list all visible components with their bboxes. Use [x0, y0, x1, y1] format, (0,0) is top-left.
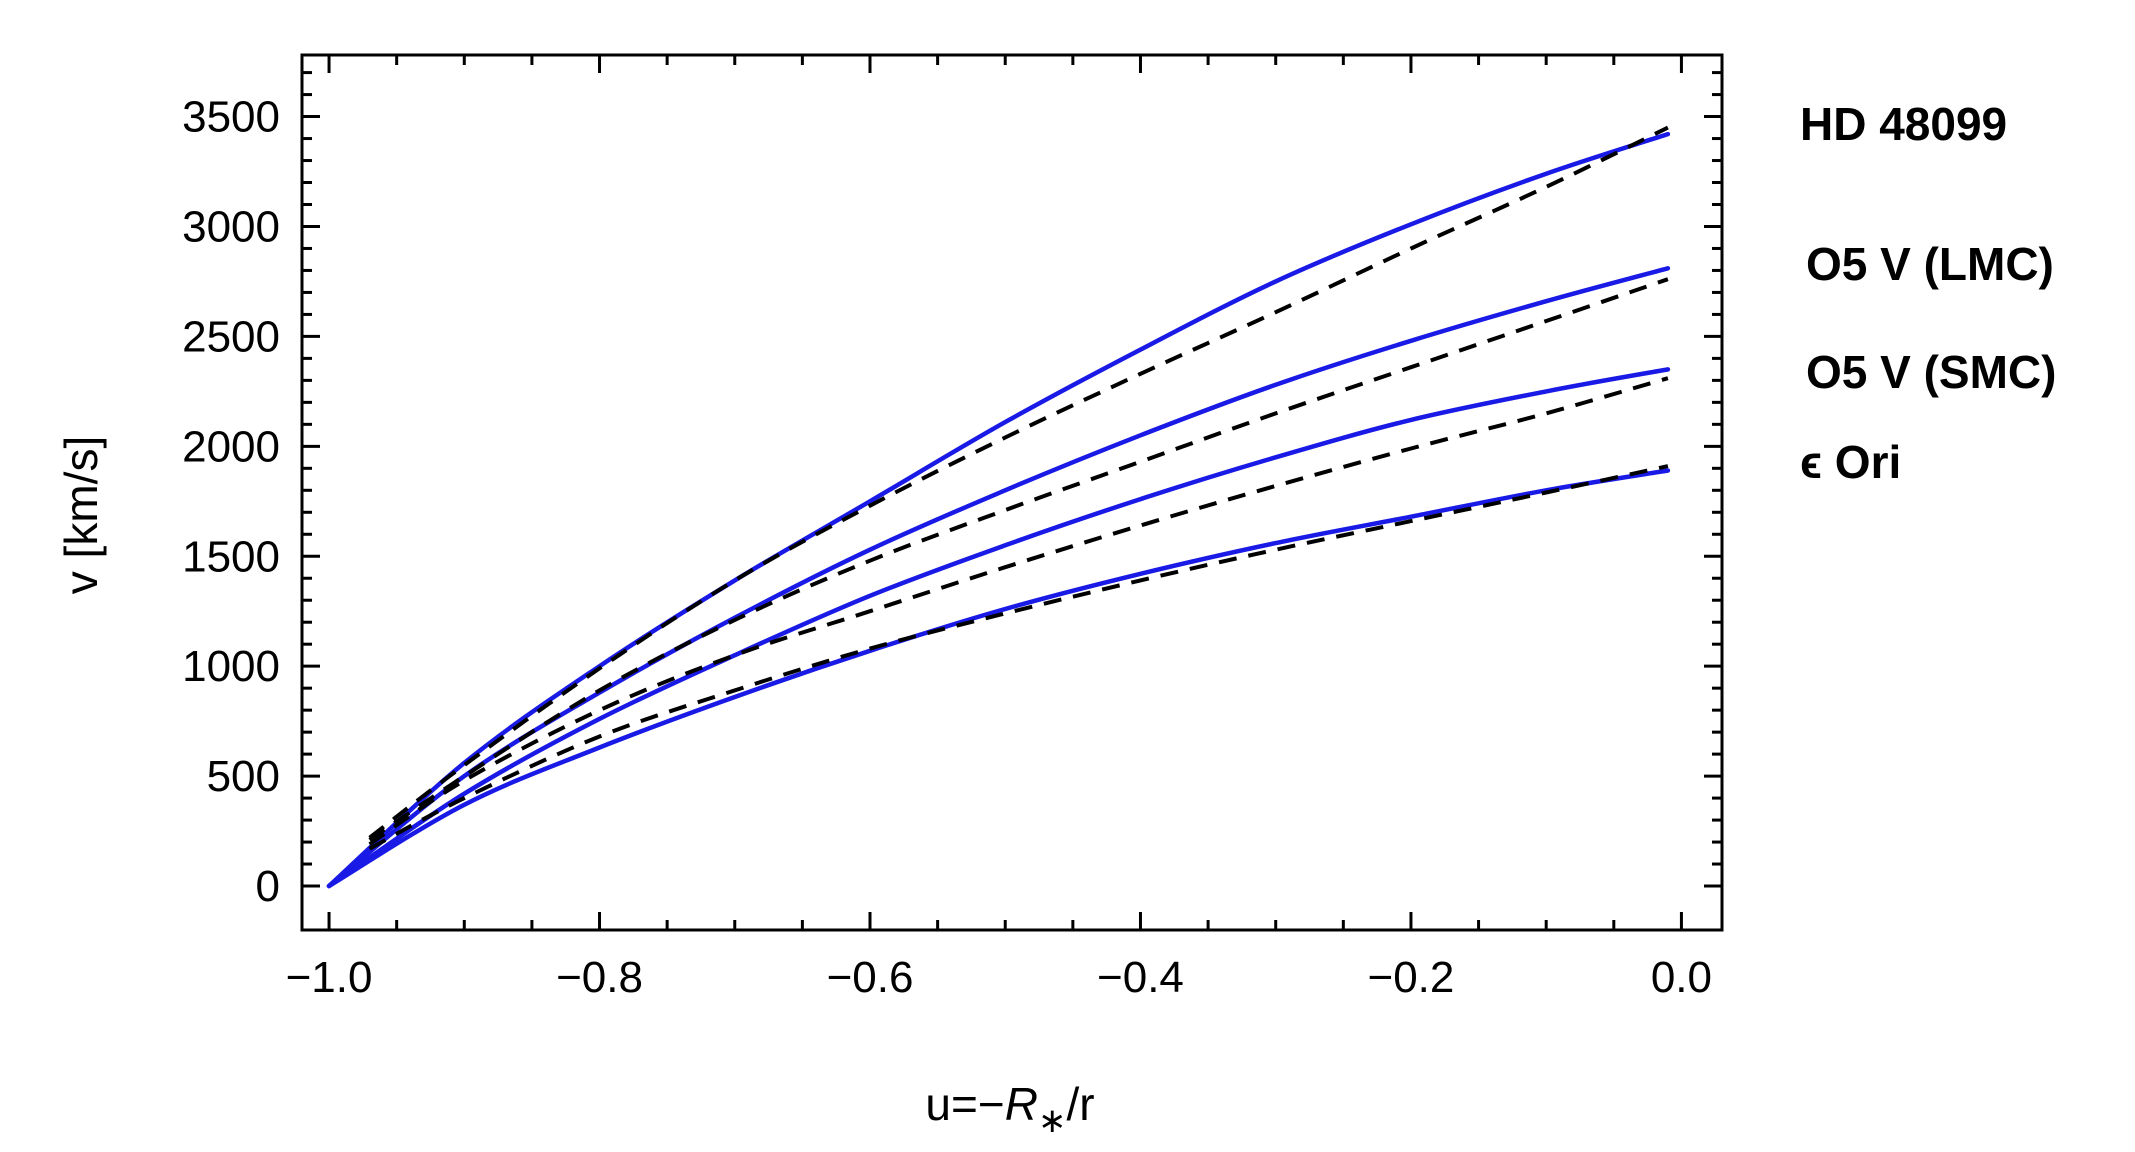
y-tick-label: 0: [256, 862, 280, 911]
x-tick-label: −1.0: [286, 953, 373, 1002]
x-tick-label: 0.0: [1651, 953, 1712, 1002]
y-tick-label: 2000: [182, 422, 280, 471]
y-tick-label: 3500: [182, 93, 280, 142]
series-2-solid-line: [326, 266, 1671, 889]
y-tick-label: 500: [207, 752, 280, 801]
series-4-dashed-line: [368, 464, 1669, 851]
series-4-solid-line: [326, 468, 1671, 889]
x-axis-ticks: [327, 55, 1683, 930]
y-tick-label: 3000: [182, 202, 280, 251]
y-axis-title: v [km/s]: [55, 436, 107, 594]
series-2-label: O5 V (LMC): [1806, 238, 2054, 290]
series-4-label: ϵ Ori: [1800, 436, 1901, 488]
y-tick-label: 1500: [182, 532, 280, 581]
x-axis-title: u=−R∗/r: [925, 1078, 1094, 1140]
series-2-dashed-line: [368, 277, 1669, 842]
series-3-dashed-line: [368, 376, 1669, 846]
series-1-dashed-line: [368, 125, 1669, 840]
x-tick-label: −0.8: [556, 953, 643, 1002]
series-labels: HD 48099 O5 V (LMC) O5 V (SMC) ϵ Ori: [1800, 98, 2056, 488]
plot-lines: [326, 125, 1671, 889]
series-1-solid-line: [326, 131, 1671, 889]
series-3-label: O5 V (SMC): [1806, 346, 2056, 398]
x-tick-label: −0.4: [1097, 953, 1184, 1002]
series-3-solid-line: [326, 367, 1671, 889]
y-axis-ticks: [302, 71, 1722, 888]
x-axis-tick-labels: −1.0 −0.8 −0.6 −0.4 −0.2 0.0: [286, 953, 1712, 1002]
x-tick-label: −0.2: [1368, 953, 1455, 1002]
y-tick-label: 1000: [182, 642, 280, 691]
series-1-label: HD 48099: [1800, 98, 2007, 150]
y-axis-tick-labels: 0 500 1000 1500 2000 2500 3000 3500: [182, 93, 280, 911]
y-tick-label: 2500: [182, 312, 280, 361]
x-tick-label: −0.6: [827, 953, 914, 1002]
plot-frame: [300, 53, 1724, 932]
